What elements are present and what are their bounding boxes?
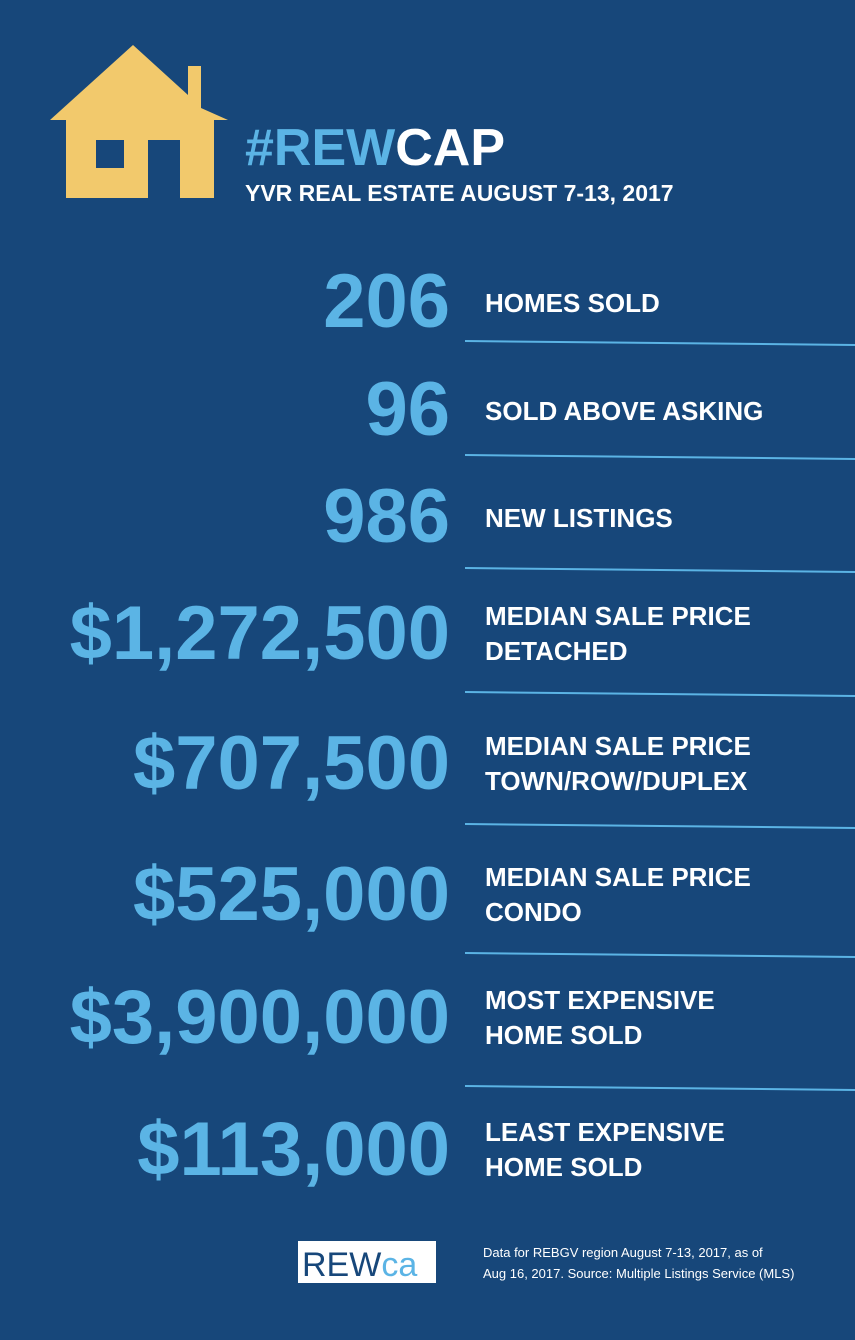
stat-value: 986 — [323, 474, 450, 559]
stat-label: DETACHED — [485, 636, 628, 666]
divider — [464, 691, 855, 697]
title-part: CAP — [395, 119, 505, 177]
stat-label: SOLD ABOVE ASKING — [485, 396, 763, 426]
stat-value: $113,000 — [137, 1107, 450, 1192]
subtitle: YVR REAL ESTATE AUGUST 7-13, 2017 — [245, 180, 674, 206]
stat-label: TOWN/ROW/DUPLEX — [485, 766, 748, 796]
stat-value: $707,500 — [133, 721, 450, 806]
title-part: #REW — [245, 119, 396, 177]
stat-value: $1,272,500 — [70, 591, 450, 676]
house-icon — [50, 45, 228, 198]
stats: 206 HOMES SOLD 96 SOLD ABOVE ASKING 986 NEW L… — [70, 259, 855, 1192]
divider — [464, 567, 855, 573]
stat-label: LEAST EXPENSIVE — [485, 1117, 725, 1147]
stat-label: MEDIAN SALE PRICE — [485, 601, 751, 631]
logo-text: REWca — [302, 1246, 417, 1284]
stat-label: NEW LISTINGS — [485, 503, 673, 533]
divider — [464, 952, 855, 958]
logo-part: REW — [302, 1246, 381, 1284]
stat-value: 96 — [365, 367, 450, 452]
divider — [464, 1085, 855, 1091]
stat-label: MOST EXPENSIVE — [485, 985, 715, 1015]
divider — [464, 823, 855, 829]
divider — [464, 340, 855, 346]
divider — [464, 454, 855, 460]
stat-value: $3,900,000 — [70, 975, 450, 1060]
logo-part: ca — [381, 1246, 417, 1284]
stat-label: HOME SOLD — [485, 1152, 642, 1182]
stat-label: HOMES SOLD — [485, 288, 660, 318]
stat-label: MEDIAN SALE PRICE — [485, 862, 751, 892]
stat-label: CONDO — [485, 897, 582, 927]
stat-label: HOME SOLD — [485, 1020, 642, 1050]
stat-value: 206 — [323, 259, 450, 344]
title: #REWCAP — [245, 119, 505, 177]
footnote: Aug 16, 2017. Source: Multiple Listings … — [483, 1266, 794, 1281]
footnote: Data for REBGV region August 7-13, 2017,… — [483, 1245, 763, 1260]
stat-value: $525,000 — [133, 852, 450, 937]
stat-label: MEDIAN SALE PRICE — [485, 731, 751, 761]
logo: REWca — [298, 1241, 436, 1284]
